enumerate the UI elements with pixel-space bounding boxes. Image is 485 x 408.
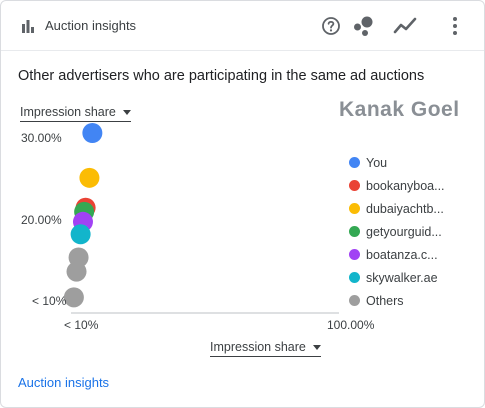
- x-axis-metric-dropdown[interactable]: Impression share: [210, 340, 321, 357]
- legend-swatch: [349, 272, 360, 283]
- legend-swatch: [349, 249, 360, 260]
- scatter-point[interactable]: [79, 167, 100, 188]
- legend-label: bookanyboa...: [366, 178, 445, 193]
- watermark: Kanak Goel: [339, 98, 460, 121]
- legend-item[interactable]: bookanyboa...: [349, 174, 445, 197]
- legend-label: boatanza.c...: [366, 247, 438, 262]
- legend-swatch: [349, 295, 360, 306]
- legend-swatch: [349, 157, 360, 168]
- legend-item[interactable]: skywalker.ae: [349, 266, 445, 289]
- legend-label: You: [366, 155, 388, 170]
- x-tick-label: < 10%: [64, 318, 99, 332]
- scatter-point[interactable]: [82, 123, 103, 143]
- chevron-down-icon: [312, 344, 321, 350]
- x-axis-metric-label: Impression share: [210, 340, 306, 354]
- legend-item[interactable]: getyourguid...: [349, 220, 445, 243]
- y-tick-label: 20.00%: [21, 213, 62, 227]
- y-axis-metric-label: Impression share: [20, 105, 116, 119]
- legend-label: getyourguid...: [366, 224, 442, 239]
- legend-swatch: [349, 226, 360, 237]
- legend-item[interactable]: boatanza.c...: [349, 243, 445, 266]
- scatter-point[interactable]: [63, 287, 84, 308]
- y-axis-metric-dropdown[interactable]: Impression share: [20, 105, 131, 122]
- line-chart-icon[interactable]: [393, 14, 417, 38]
- x-tick-label: 100.00%: [327, 318, 375, 332]
- auction-insights-link[interactable]: Auction insights: [18, 375, 110, 390]
- scatter-point[interactable]: [66, 261, 87, 282]
- scatter-point[interactable]: [70, 224, 91, 245]
- card-subtitle: Other advertisers who are participating …: [18, 68, 425, 84]
- scatter-chart-icon[interactable]: [351, 14, 375, 38]
- more-vert-icon[interactable]: [443, 14, 467, 38]
- legend-swatch: [349, 203, 360, 214]
- help-circle-icon[interactable]: [319, 14, 343, 38]
- card-title: Auction insights: [45, 18, 137, 33]
- y-tick-label: 30.00%: [21, 131, 62, 145]
- card-header: Auction insights: [1, 1, 484, 51]
- legend-label: skywalker.ae: [366, 270, 438, 285]
- legend-label: dubaiyachtb...: [366, 201, 444, 216]
- legend-item[interactable]: dubaiyachtb...: [349, 197, 445, 220]
- chevron-down-icon: [122, 109, 131, 115]
- chart-legend: You bookanyboa... dubaiyachtb... getyour…: [349, 151, 445, 312]
- legend-label: Others: [366, 293, 404, 308]
- y-tick-label: < 10%: [32, 294, 67, 308]
- bar-chart-icon: [22, 20, 34, 33]
- legend-item[interactable]: Others: [349, 289, 445, 312]
- legend-swatch: [349, 180, 360, 191]
- legend-item[interactable]: You: [349, 151, 445, 174]
